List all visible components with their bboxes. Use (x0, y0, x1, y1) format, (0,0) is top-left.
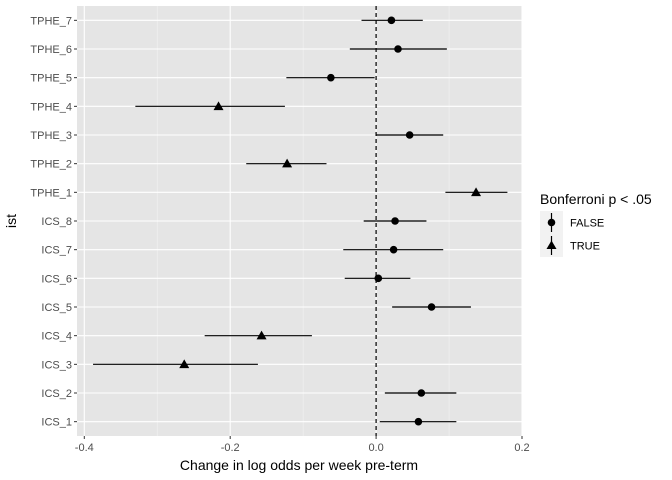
y-axis: ICS_1 ICS_2 ICS_3 ICS_4 ICS_5 ICS_6 ICS_7 ICS_8… (30, 15, 77, 429)
y-tick-label: ICS_7 (41, 245, 72, 257)
y-tick-label: ICS_6 (41, 273, 72, 285)
point-circle-TPHE_7 (387, 16, 396, 25)
y-tick-label: TPHE_6 (30, 44, 72, 56)
point-triangle-ICS_3 (179, 359, 190, 369)
point-circle-TPHE_5 (327, 73, 335, 82)
point-triangle-TPHE_4 (213, 101, 224, 111)
point-circle-TPHE_6 (394, 45, 402, 53)
x-axis-title: Change in log odds per week pre-term (180, 457, 418, 473)
x-tick-label: 0.2 (514, 442, 529, 454)
point-circle-TPHE_3 (405, 131, 414, 139)
x-tick-label: -0.2 (221, 442, 240, 454)
y-tick-label: TPHE_7 (30, 15, 72, 27)
legend-label-false: FALSE (570, 218, 604, 230)
y-tick-label: ICS_5 (41, 302, 72, 314)
point-triangle-TPHE_1 (471, 187, 482, 197)
x-tick-label: 0.0 (368, 442, 383, 454)
legend-key-false-circle-icon (547, 218, 556, 227)
point-triangle-ICS_4 (256, 330, 267, 340)
y-tick-label: ICS_3 (41, 359, 72, 371)
y-tick-label: TPHE_1 (30, 187, 72, 199)
y-tick-label: ICS_8 (41, 216, 72, 228)
y-tick-label: ICS_2 (41, 388, 72, 400)
data-points (93, 16, 508, 426)
point-triangle-TPHE_2 (282, 158, 293, 168)
point-circle-ICS_5 (427, 303, 436, 311)
y-tick-label: TPHE_2 (30, 159, 72, 171)
y-tick-label: TPHE_4 (30, 101, 72, 113)
y-tick-label: ICS_1 (41, 417, 72, 429)
legend-label-true: TRUE (570, 241, 600, 253)
point-circle-ICS_6 (374, 274, 383, 283)
y-tick-label: TPHE_3 (30, 130, 72, 142)
y-tick-label: ICS_4 (41, 331, 72, 343)
legend: Bonferroni p < .05 FALSE TRUE (540, 191, 652, 257)
point-circle-ICS_2 (417, 389, 426, 397)
point-circle-ICS_1 (414, 417, 423, 426)
x-tick-label: -0.4 (75, 442, 94, 454)
legend-title: Bonferroni p < .05 (540, 191, 652, 207)
point-circle-ICS_8 (391, 217, 399, 225)
point-circle-ICS_7 (389, 245, 398, 254)
legend-key-true-triangle-icon (546, 240, 557, 249)
y-tick-label: TPHE_5 (30, 73, 72, 85)
y-axis-title: ist (3, 214, 19, 228)
x-axis: -0.4 -0.2 0.0 0.2 (75, 436, 530, 454)
